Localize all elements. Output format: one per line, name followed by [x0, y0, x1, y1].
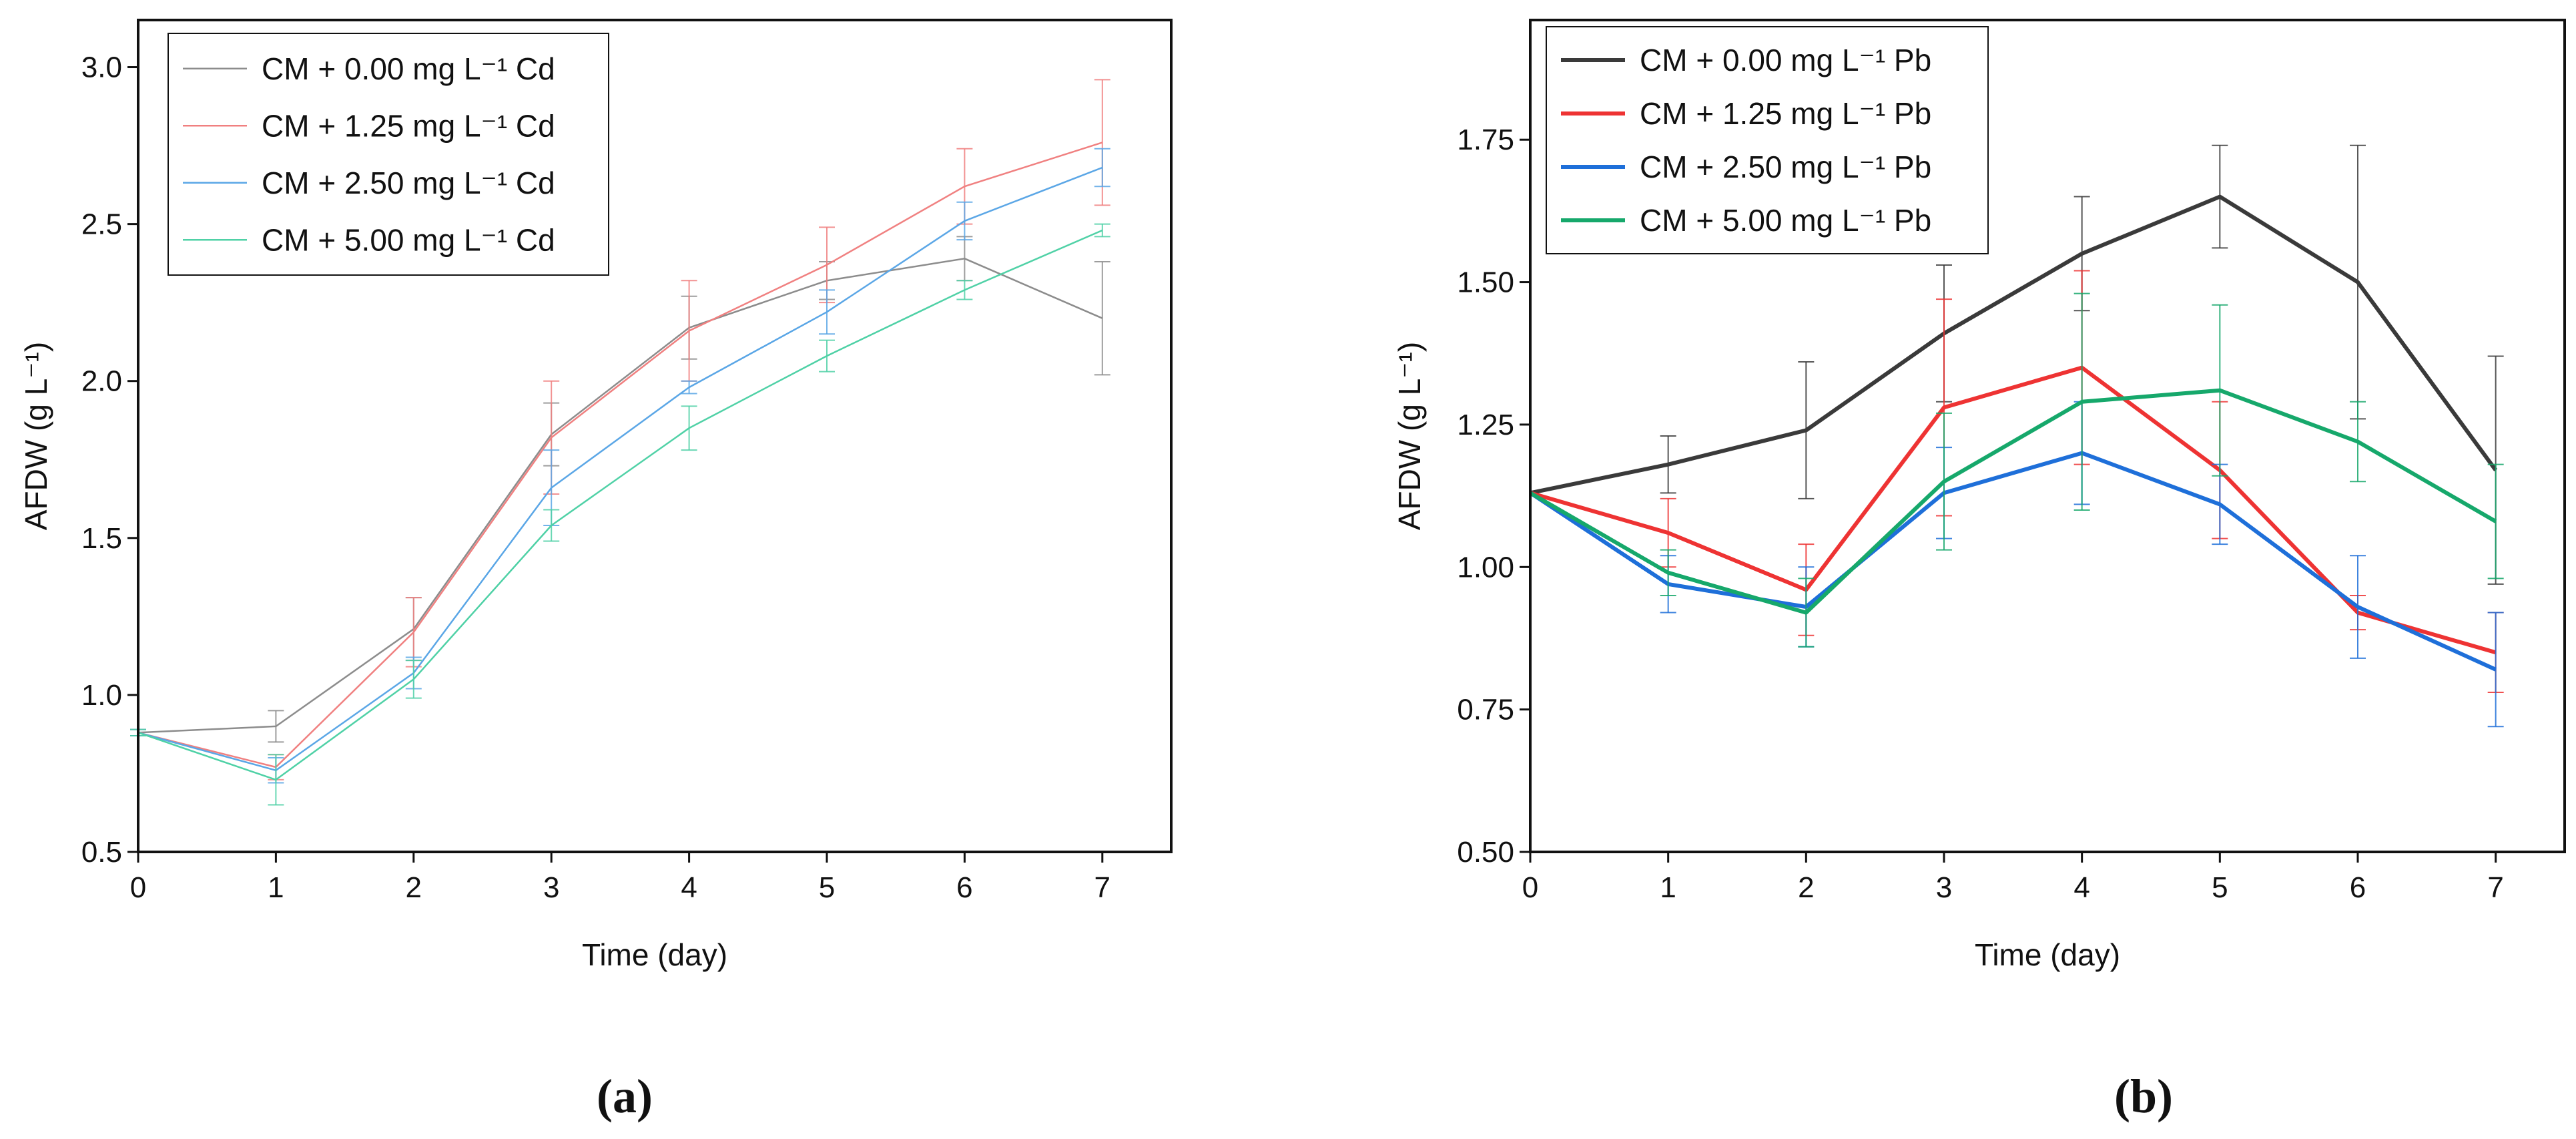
legend-item: CM + 1.25 mg L⁻¹ Pb [1561, 96, 1931, 131]
x-tick-label: 4 [2073, 871, 2089, 904]
legend-item: CM + 5.00 mg L⁻¹ Cd [183, 222, 555, 257]
series-line [137, 258, 1103, 734]
y-tick-label: 1.50 [1457, 266, 1514, 299]
series-line [1530, 194, 2498, 495]
legend-label: CM + 0.00 mg L⁻¹ Pb [1640, 43, 1931, 77]
legend-label: CM + 2.50 mg L⁻¹ Pb [1640, 150, 1931, 184]
series-0 [130, 236, 1110, 743]
legend-item: CM + 5.00 mg L⁻¹ Pb [1561, 203, 1931, 238]
legend-label: CM + 5.00 mg L⁻¹ Pb [1640, 203, 1931, 238]
x-tick-label: 6 [956, 871, 972, 904]
x-tick-label: 5 [819, 871, 835, 904]
plot-frame [137, 19, 1173, 853]
y-tick-label: 1.5 [81, 522, 122, 555]
x-tick-label: 2 [1798, 871, 1814, 904]
y-tick-label: 3.0 [81, 51, 122, 84]
legend-item: CM + 0.00 mg L⁻¹ Cd [183, 51, 555, 86]
x-tick-label: 6 [2350, 871, 2366, 904]
series-3 [1529, 292, 2504, 648]
x-tick-label: 7 [1094, 871, 1110, 904]
x-tick-label: 4 [681, 871, 697, 904]
chart-panel-a: 0 1 2 3 4 5 6 7 0.5 1.0 1.5 2.0 2.5 3.0 Time (day) AF… [19, 19, 1173, 1123]
x-tick-label: 1 [268, 871, 284, 904]
legend-label: CM + 0.00 mg L⁻¹ Cd [262, 51, 555, 86]
y-tick-label: 1.25 [1457, 409, 1514, 441]
x-tick-label: 2 [406, 871, 422, 904]
series-line [137, 142, 1103, 768]
y-axis-title: AFDW (g L⁻¹) [1392, 342, 1427, 530]
plot-frame [1529, 19, 2566, 853]
y-tick-label: 1.0 [81, 679, 122, 712]
panel-label: (b) [2114, 1070, 2173, 1123]
legend-label: CM + 1.25 mg L⁻¹ Cd [262, 108, 555, 143]
legend-box [168, 33, 609, 276]
y-tick-label: 1.75 [1457, 124, 1514, 156]
x-tick-label: 3 [543, 871, 559, 904]
x-tick-label: 0 [1522, 871, 1538, 904]
x-axis-title: Time (day) [1975, 937, 2120, 972]
chart-panel-b: 0 1 2 3 4 5 6 7 0.50 0.75 1.00 1.25 1.50 1.75 Time (d… [1392, 19, 2566, 1123]
series-line [137, 166, 1103, 772]
legend-label: CM + 2.50 mg L⁻¹ Cd [262, 166, 555, 200]
y-tick-label: 1.00 [1457, 551, 1514, 584]
x-tick-label: 1 [1660, 871, 1676, 904]
y-tick-label: 0.5 [81, 836, 122, 869]
legend: CM + 0.00 mg L⁻¹ Cd CM + 1.25 mg L⁻¹ Cd CM… [168, 33, 609, 276]
series-line [1529, 451, 2497, 672]
y-axis-title: AFDW (g L⁻¹) [19, 342, 53, 530]
y-tick-label: 0.50 [1457, 836, 1514, 869]
series-line [1529, 388, 2497, 615]
x-axis-title: Time (day) [582, 937, 727, 972]
legend-item: CM + 1.25 mg L⁻¹ Cd [183, 108, 555, 143]
series-0 [1530, 144, 2504, 585]
legend-box [1546, 26, 1989, 254]
panel-label: (a) [597, 1070, 653, 1123]
legend-label: CM + 1.25 mg L⁻¹ Pb [1640, 96, 1931, 131]
y-tick-label: 2.5 [81, 208, 122, 241]
legend-label: CM + 5.00 mg L⁻¹ Cd [262, 222, 555, 257]
x-tick-label: 0 [130, 871, 146, 904]
legend-item: CM + 2.50 mg L⁻¹ Pb [1561, 150, 1931, 184]
x-tick-label: 5 [2212, 871, 2228, 904]
x-tick-label: 7 [2487, 871, 2503, 904]
y-tick-label: 0.75 [1457, 694, 1514, 726]
y-tick-label: 2.0 [81, 365, 122, 398]
legend-item: CM + 2.50 mg L⁻¹ Cd [183, 166, 555, 200]
legend: CM + 0.00 mg L⁻¹ Pb CM + 1.25 mg L⁻¹ Pb CM… [1546, 26, 1989, 254]
x-tick-label: 3 [1936, 871, 1952, 904]
series-3 [130, 223, 1110, 806]
series-line [137, 229, 1103, 781]
legend-item: CM + 0.00 mg L⁻¹ Pb [1561, 43, 1931, 77]
series-line [1530, 365, 2497, 655]
